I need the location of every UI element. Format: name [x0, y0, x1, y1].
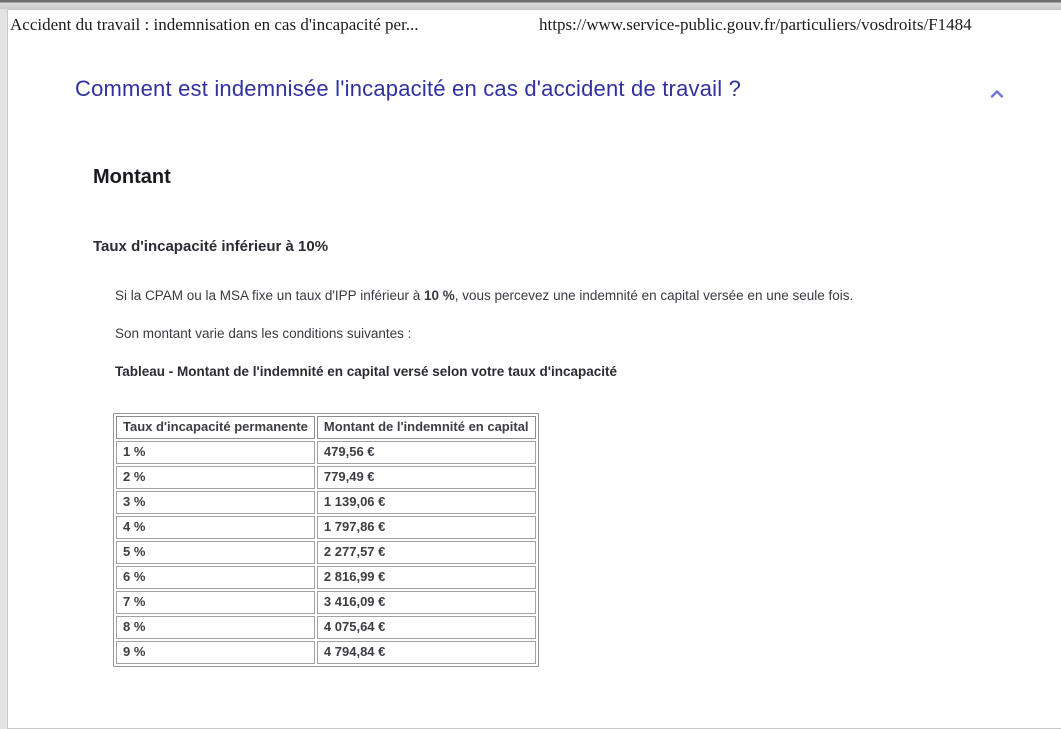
table-cell: 9 %: [116, 641, 315, 664]
table-cell: 8 %: [116, 616, 315, 639]
table-cell: 779,49 €: [316, 466, 536, 489]
table-header-row: Taux d'incapacité permanente Montant de …: [116, 416, 536, 439]
print-header-url: https://www.service-public.gouv.fr/parti…: [539, 15, 972, 34]
table-caption: Tableau - Montant de l'indemnité en capi…: [115, 364, 618, 379]
print-header-title: Accident du travail : indemnisation en c…: [10, 15, 419, 34]
table-cell: 1 %: [116, 441, 315, 464]
paragraph-capital-suffix: , vous percevez une indemnité en capital…: [454, 288, 854, 303]
table-header-taux: Taux d'incapacité permanente: [116, 416, 315, 439]
paragraph-conditions: Son montant varie dans les conditions su…: [115, 326, 412, 341]
paragraph-capital-bold-rate: 10 %: [423, 288, 455, 303]
table-cell: 5 %: [116, 541, 315, 564]
print-page: Accident du travail : indemnisation en c…: [7, 9, 1061, 729]
table-row: 1 % 479,56 €: [116, 441, 536, 464]
table-cell: 4 075,64 €: [316, 616, 536, 639]
table-cell: 4 794,84 €: [316, 641, 536, 664]
paragraph-capital: Si la CPAM ou la MSA fixe un taux d'IPP …: [115, 288, 853, 303]
chevron-up-icon[interactable]: [990, 86, 1004, 98]
table-cell: 3 416,09 €: [316, 591, 536, 614]
table-row: 9 % 4 794,84 €: [116, 641, 536, 664]
table-row: 5 % 2 277,57 €: [116, 541, 536, 564]
table-cell: 1 139,06 €: [316, 491, 536, 514]
window-top-edge: [0, 0, 1061, 9]
table-header-montant: Montant de l'indemnité en capital: [316, 416, 536, 439]
table-cell: 7 %: [116, 591, 315, 614]
table-row: 2 % 779,49 €: [116, 466, 536, 489]
page-title[interactable]: Comment est indemnisée l'incapacité en c…: [75, 76, 742, 101]
table-cell: 479,56 €: [316, 441, 536, 464]
table-cell: 2 816,99 €: [316, 566, 536, 589]
table-cell: 4 %: [116, 516, 315, 539]
subsection-title: Taux d'incapacité inférieur à 10%: [93, 238, 329, 255]
table-row: 7 % 3 416,09 €: [116, 591, 536, 614]
table-cell: 2 277,57 €: [316, 541, 536, 564]
table-row: 6 % 2 816,99 €: [116, 566, 536, 589]
table-row: 4 % 1 797,86 €: [116, 516, 536, 539]
table-cell: 2 %: [116, 466, 315, 489]
table-cell: 1 797,86 €: [316, 516, 536, 539]
table-cell: 3 %: [116, 491, 315, 514]
table-cell: 6 %: [116, 566, 315, 589]
indemnity-table: Taux d'incapacité permanente Montant de …: [113, 413, 539, 667]
accordion-section-header[interactable]: Comment est indemnisée l'incapacité en c…: [75, 76, 1015, 116]
table-row: 8 % 4 075,64 €: [116, 616, 536, 639]
paragraph-capital-prefix: Si la CPAM ou la MSA fixe un taux d'IPP …: [115, 288, 424, 303]
table-row: 3 % 1 139,06 €: [116, 491, 536, 514]
section-title: Montant: [93, 166, 171, 188]
